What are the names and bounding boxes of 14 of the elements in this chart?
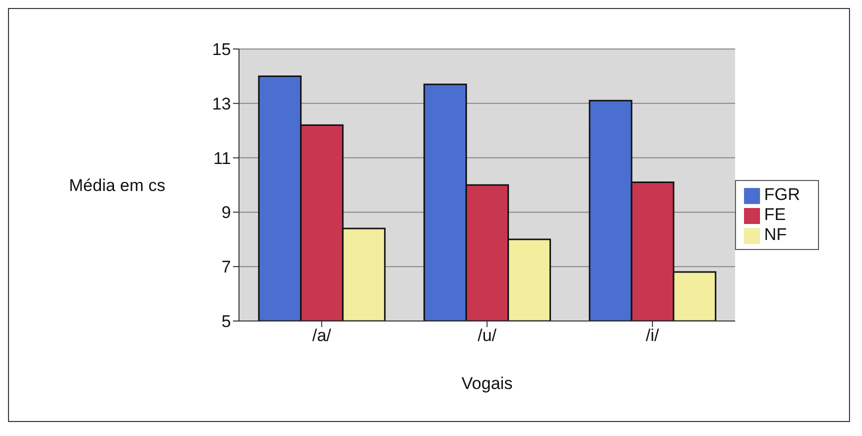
x-tick-label: /u/ [478, 326, 497, 346]
y-tick-label: 9 [222, 203, 231, 222]
legend-label: FE [764, 205, 786, 224]
y-tick-label: 5 [222, 312, 231, 332]
x-axis-title: Vogais [462, 374, 513, 393]
y-tick-label: 7 [222, 258, 231, 277]
y-tick-label: 11 [213, 148, 231, 168]
legend-label: NF [764, 225, 787, 244]
y-tick-label: 13 [212, 94, 231, 114]
legend-label: FGR [764, 185, 800, 204]
y-tick-label: 15 [212, 40, 231, 60]
y-axis-title: Média em cs [69, 176, 166, 196]
x-tick-label: /i/ [646, 326, 660, 346]
x-tick-label: /a/ [312, 326, 332, 346]
